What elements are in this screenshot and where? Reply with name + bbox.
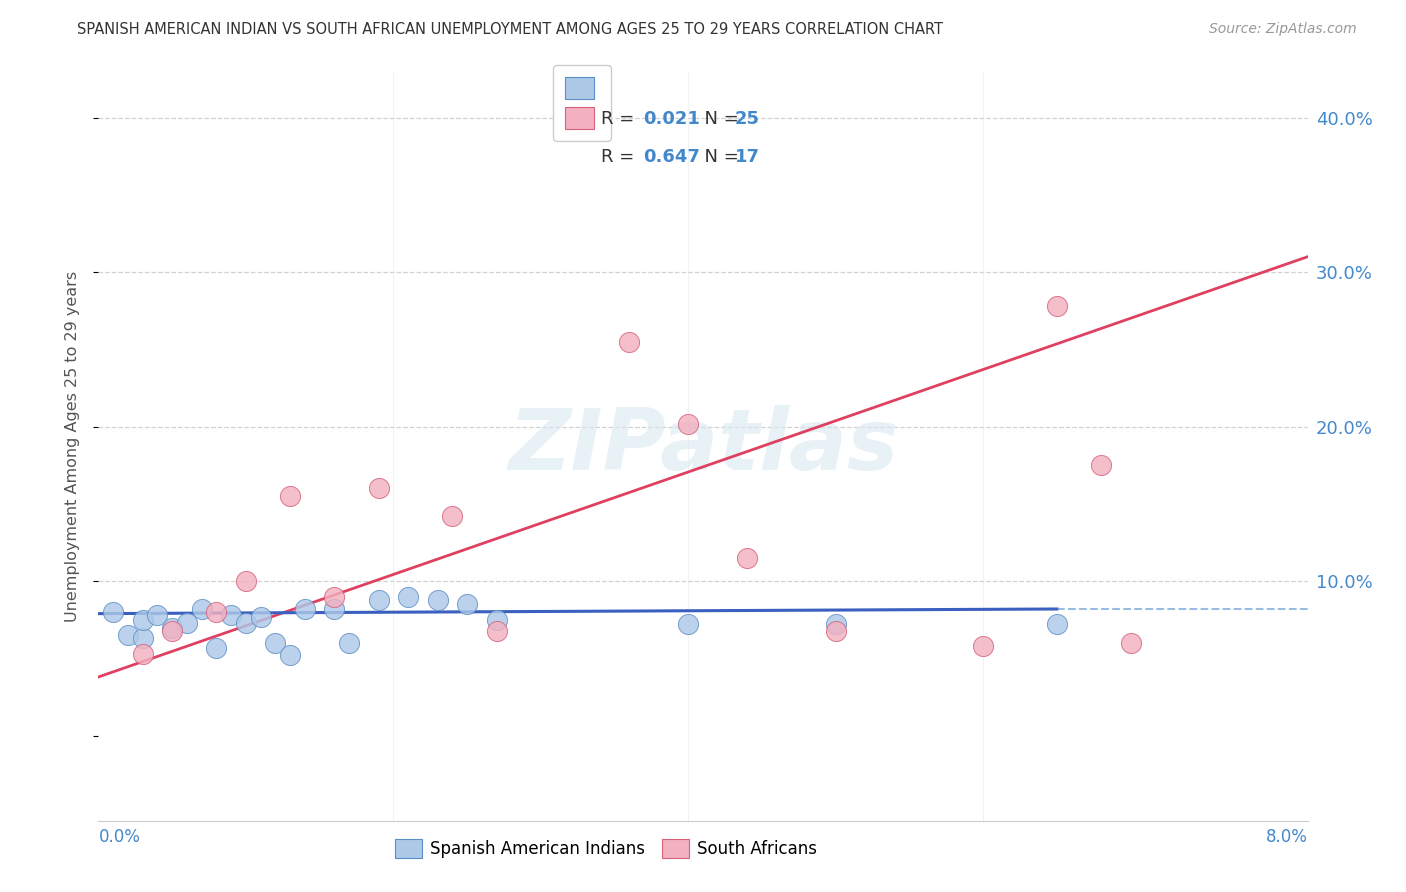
Point (323, 590, 346, 604)
Point (678, 417, 700, 431)
Point (824, 624, 846, 638)
Point (1046, 299, 1069, 313)
Point (294, 602, 316, 616)
Point (323, 602, 346, 616)
Point (485, 624, 508, 638)
Point (264, 636, 287, 650)
Text: ZIPatlas: ZIPatlas (508, 404, 898, 488)
Text: Source: ZipAtlas.com: Source: ZipAtlas.com (1209, 22, 1357, 37)
Legend: Spanish American Indians, South Africans: Spanish American Indians, South Africans (389, 832, 824, 864)
Point (972, 639, 994, 653)
Point (235, 574, 257, 589)
Text: N =: N = (693, 148, 744, 166)
Point (278, 648, 301, 663)
Text: 0.021: 0.021 (644, 111, 700, 128)
Point (205, 605, 228, 619)
Point (824, 617, 846, 632)
Point (146, 608, 169, 623)
Point (1090, 458, 1112, 473)
Text: 0.0%: 0.0% (98, 829, 141, 847)
Text: 8.0%: 8.0% (1265, 829, 1308, 847)
Point (396, 590, 419, 604)
Text: R =: R = (602, 111, 640, 128)
Point (735, 551, 758, 566)
Point (101, 605, 124, 619)
Text: R =: R = (602, 148, 640, 166)
Point (278, 489, 301, 503)
Point (485, 613, 508, 627)
Point (131, 632, 153, 646)
Point (160, 624, 183, 638)
Point (367, 482, 389, 496)
Point (337, 636, 360, 650)
Point (190, 602, 212, 616)
Point (249, 609, 271, 624)
Point (160, 621, 183, 635)
Point (176, 615, 198, 630)
Point (367, 592, 389, 607)
Point (426, 592, 449, 607)
Text: SPANISH AMERICAN INDIAN VS SOUTH AFRICAN UNEMPLOYMENT AMONG AGES 25 TO 29 YEARS : SPANISH AMERICAN INDIAN VS SOUTH AFRICAN… (77, 22, 943, 37)
Point (205, 640, 228, 655)
Point (1119, 636, 1142, 650)
Text: 0.647: 0.647 (644, 148, 700, 166)
Text: 25: 25 (735, 111, 759, 128)
Point (619, 334, 641, 349)
Text: 17: 17 (735, 148, 759, 166)
Point (117, 628, 139, 642)
Point (441, 509, 464, 524)
Point (131, 647, 153, 661)
Text: N =: N = (693, 111, 744, 128)
Point (219, 608, 242, 623)
Y-axis label: Unemployment Among Ages 25 to 29 years: Unemployment Among Ages 25 to 29 years (65, 270, 80, 622)
Point (678, 617, 700, 632)
Point (1046, 617, 1069, 632)
Point (456, 598, 478, 612)
Point (131, 613, 153, 627)
Point (235, 615, 257, 630)
